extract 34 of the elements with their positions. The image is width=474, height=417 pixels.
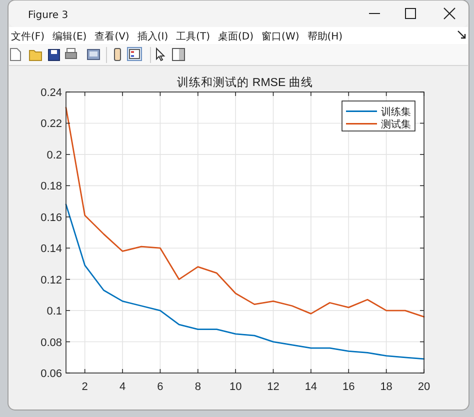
x-tick-label: 14: [304, 381, 318, 393]
text: 编辑(E): [52, 30, 87, 42]
text: 桌面(D): [218, 30, 254, 42]
line-series: [65, 106, 425, 318]
text: 工具(T): [176, 32, 210, 42]
legend-label: 训练集: [381, 106, 411, 118]
y-tick-label: 0.06: [40, 368, 62, 380]
x-tick-label: 2: [82, 381, 88, 393]
text: 插入(I): [137, 30, 168, 42]
y-tick-label: 0.16: [40, 212, 62, 224]
y-tick-label: 0.12: [40, 274, 62, 286]
x-tick-label: 20: [418, 381, 430, 393]
x-tick-label: 12: [267, 381, 280, 393]
y-tick-label: 0.2: [46, 149, 62, 162]
x-tick-label: 4: [119, 381, 126, 393]
line-series: [65, 204, 425, 360]
x-tick-label: 10: [229, 381, 242, 393]
text: 文件(F): [11, 30, 45, 42]
caption: Figure 3: [28, 10, 68, 21]
text: 查看(V): [94, 30, 130, 42]
text: 帮助(H): [307, 30, 343, 42]
y-tick-label: 0.14: [40, 243, 62, 256]
y-tick-label: 0.08: [40, 336, 62, 349]
x-tick-label: 16: [342, 381, 355, 393]
x-tick-label: 6: [157, 381, 164, 393]
y-tick-label: 0.18: [40, 180, 62, 193]
x-tick-label: 18: [380, 381, 392, 393]
text: 窗口(W): [262, 30, 300, 42]
y-tick-label: 0.24: [40, 87, 62, 99]
legend-label: 测试集: [381, 118, 411, 130]
x-tick-label: 8: [194, 381, 201, 393]
y-tick-label: 0.22: [40, 118, 62, 130]
chart-title: 训练和测试的 RMSE 曲线: [177, 76, 313, 89]
y-tick-label: 0.1: [46, 306, 62, 318]
